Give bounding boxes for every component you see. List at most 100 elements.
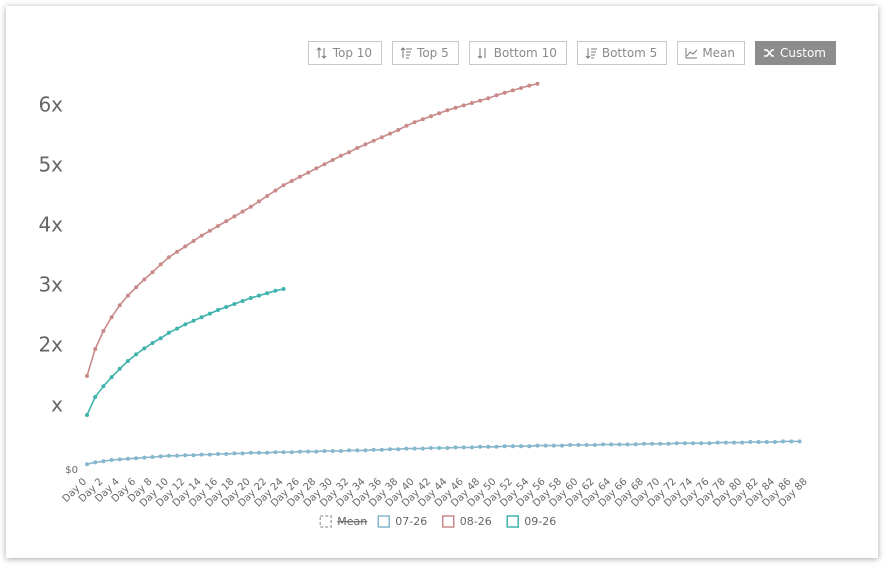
- data-point: [723, 440, 728, 445]
- data-point: [412, 446, 417, 451]
- legend-label: 07-26: [395, 515, 427, 528]
- y-tick-label: 5x: [38, 153, 63, 177]
- data-point: [191, 453, 196, 458]
- data-point: [199, 452, 204, 457]
- data-point: [568, 443, 573, 447]
- data-point: [248, 204, 253, 209]
- data-point: [240, 299, 245, 303]
- legend-item[interactable]: 08-26: [442, 515, 492, 528]
- data-point: [142, 277, 147, 282]
- data-point: [617, 442, 622, 447]
- data-point: [117, 303, 122, 308]
- data-point: [363, 448, 368, 453]
- data-point: [740, 440, 745, 445]
- data-point: [256, 450, 261, 455]
- y-tick-label: 4x: [38, 213, 63, 237]
- icon: [764, 49, 775, 57]
- data-point: [150, 341, 155, 345]
- toolbar-button[interactable]: Custom: [755, 41, 836, 65]
- data-point: [715, 440, 720, 445]
- data-point: [674, 441, 679, 446]
- data-point: [191, 318, 196, 323]
- legend-label: 09-26: [524, 515, 556, 528]
- data-point: [453, 105, 458, 110]
- data-point: [265, 450, 270, 455]
- legend-item[interactable]: Mean: [319, 515, 367, 528]
- data-point: [125, 359, 130, 363]
- data-point: [216, 308, 221, 312]
- data-point: [609, 442, 614, 447]
- data-point: [265, 194, 270, 198]
- data-point: [510, 444, 515, 449]
- data-point: [158, 262, 163, 267]
- data-point: [101, 459, 106, 464]
- data-point: [207, 311, 212, 316]
- data-point: [330, 158, 335, 162]
- data-point: [666, 441, 671, 446]
- legend-swatch: [319, 515, 332, 528]
- data-point: [117, 457, 122, 462]
- data-point: [207, 228, 212, 233]
- y-tick-label: 3x: [38, 273, 63, 297]
- legend-item[interactable]: 09-26: [506, 515, 556, 528]
- data-point: [256, 293, 261, 298]
- data-point: [158, 336, 163, 341]
- data-point: [461, 445, 466, 450]
- data-point: [551, 443, 556, 448]
- data-point: [224, 305, 229, 309]
- data-point: [297, 174, 302, 179]
- card: [6, 6, 878, 558]
- data-point: [314, 166, 319, 171]
- data-point: [265, 291, 270, 296]
- data-point: [371, 447, 376, 452]
- data-point: [93, 395, 98, 399]
- data-point: [216, 224, 221, 228]
- data-point: [256, 199, 261, 204]
- data-point: [404, 123, 409, 128]
- legend-item[interactable]: 07-26: [377, 515, 427, 528]
- data-point: [371, 138, 376, 143]
- data-point: [363, 142, 368, 147]
- data-point: [732, 440, 737, 445]
- data-point: [281, 450, 286, 455]
- data-point: [240, 451, 245, 456]
- data-point: [658, 441, 663, 446]
- data-point: [142, 346, 147, 351]
- data-point: [772, 440, 777, 444]
- series-line: [86, 83, 538, 377]
- data-point: [535, 443, 540, 448]
- data-point: [101, 384, 106, 389]
- data-point: [207, 452, 212, 457]
- data-point: [248, 296, 253, 300]
- data-point: [85, 413, 89, 417]
- data-point: [584, 443, 589, 447]
- data-point: [486, 444, 491, 449]
- data-point: [633, 442, 638, 447]
- data-point: [306, 170, 311, 175]
- toolbar-button[interactable]: Top 5: [392, 41, 459, 65]
- button-label: Top 10: [332, 46, 373, 60]
- y-tick-label: 2x: [38, 333, 63, 357]
- toolbar-button[interactable]: Bottom 10: [468, 41, 567, 65]
- toolbar-button[interactable]: Top 10: [307, 41, 383, 65]
- data-point: [379, 135, 384, 140]
- data-point: [707, 441, 712, 446]
- data-point: [519, 444, 524, 449]
- data-point: [191, 239, 196, 243]
- data-point: [789, 439, 794, 444]
- data-point: [781, 439, 786, 444]
- data-point: [388, 447, 393, 452]
- y-tick-label: $0: [65, 465, 78, 476]
- data-point: [93, 347, 98, 351]
- icon: [316, 47, 327, 59]
- data-point: [166, 330, 171, 335]
- data-point: [297, 449, 302, 454]
- data-point: [691, 441, 696, 446]
- toolbar-button[interactable]: Mean: [677, 41, 746, 65]
- toolbar-button[interactable]: Bottom 5: [576, 41, 668, 65]
- data-point: [232, 451, 237, 456]
- data-point: [445, 108, 450, 113]
- data-point: [85, 462, 89, 467]
- data-point: [428, 446, 433, 450]
